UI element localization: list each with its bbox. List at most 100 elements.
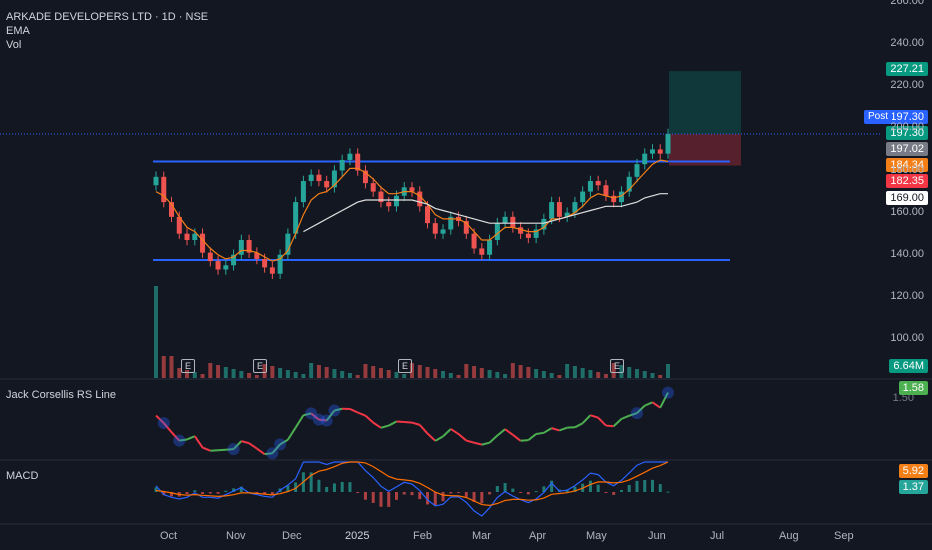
- earnings-marker[interactable]: E: [253, 359, 267, 373]
- price-tick-label: 220.00: [890, 79, 924, 92]
- candle-body: [580, 191, 586, 203]
- macd-histogram-bar: [325, 486, 329, 492]
- vol-indicator-label[interactable]: Vol: [6, 39, 22, 51]
- time-tick-label: Dec: [282, 530, 302, 542]
- volume-bar: [541, 371, 546, 378]
- ema-slow-line: [303, 193, 668, 233]
- candle-body: [184, 233, 190, 241]
- volume-bar: [355, 375, 360, 378]
- rs-line-segment: [512, 434, 522, 442]
- volume-bar: [472, 366, 477, 378]
- time-tick-label: Nov: [226, 530, 246, 542]
- macd-histogram-bar: [612, 492, 616, 495]
- candle-body: [487, 240, 493, 255]
- macd-histogram-bar: [410, 492, 414, 496]
- volume-bar: [611, 363, 616, 378]
- macd-histogram-bar: [340, 481, 344, 492]
- candle-body: [215, 261, 221, 270]
- rs-line-segment: [535, 431, 545, 435]
- macd-histogram-bar: [232, 488, 236, 492]
- rs-high-marker: [320, 414, 333, 427]
- symbol-title[interactable]: ARKADE DEVELOPERS LTD · 1D · NSE: [6, 11, 209, 23]
- macd-histogram-bar: [449, 492, 453, 494]
- candle-body: [153, 176, 159, 186]
- candle-body: [549, 202, 555, 219]
- macd-histogram-bar: [332, 483, 336, 492]
- price-tick-label: 160.00: [890, 205, 924, 218]
- time-tick-label: 2025: [345, 530, 370, 542]
- volume-bar: [316, 365, 321, 378]
- candle-body: [510, 216, 516, 228]
- rs-high-marker: [630, 407, 643, 420]
- rs-high-marker: [227, 443, 240, 456]
- rs-line-segment: [179, 438, 188, 442]
- macd-histogram-bar: [604, 492, 608, 493]
- price-tick-label: 100.00: [890, 332, 924, 344]
- volume-bar: [588, 370, 593, 378]
- rs-line-segment: [349, 408, 359, 414]
- rs-line-segment: [264, 452, 273, 456]
- rs-line-segment: [605, 424, 614, 428]
- price-tick-label: 180.00: [890, 163, 924, 176]
- volume-bar: [192, 372, 197, 378]
- volume-bar: [534, 369, 539, 378]
- ema-fast-line: [155, 159, 669, 262]
- rs-line-segment: [162, 422, 173, 433]
- volume-bar: [177, 368, 182, 378]
- macd-pane-label[interactable]: MACD: [6, 470, 39, 482]
- candle-body: [246, 240, 252, 253]
- rs-line-segment: [372, 421, 382, 429]
- ema-indicator-label[interactable]: EMA: [6, 25, 30, 37]
- earnings-marker[interactable]: E: [610, 359, 624, 373]
- macd-histogram-bar: [480, 492, 484, 504]
- time-tick-label: Aug: [779, 530, 799, 542]
- price-tick-label: 140.00: [890, 247, 924, 260]
- volume-bar: [378, 368, 383, 378]
- rs-line-segment: [279, 438, 289, 446]
- time-tick-label: Sep: [834, 530, 854, 542]
- price-badge: 169.00: [886, 191, 928, 205]
- rs-pane: [155, 386, 674, 460]
- rs-line-segment: [404, 420, 413, 424]
- rs-high-marker: [312, 413, 325, 426]
- earnings-marker[interactable]: E: [181, 359, 195, 373]
- price-tick-label: 200.00: [890, 121, 924, 134]
- candle-body: [262, 258, 268, 268]
- macd-histogram-bar: [224, 490, 228, 492]
- candle-body: [393, 195, 399, 207]
- volume-bar: [347, 373, 352, 378]
- candle-body: [355, 153, 361, 171]
- rs-line-segment: [411, 421, 421, 426]
- rs-high-marker: [328, 404, 341, 417]
- macd-histogram-bar: [387, 492, 391, 507]
- volume-bar: [301, 374, 306, 378]
- rs-pane-label[interactable]: Jack Corsellis RS Line: [6, 389, 117, 401]
- candle-body: [518, 227, 524, 234]
- volume-bar: [518, 365, 523, 378]
- earnings-marker[interactable]: E: [398, 359, 412, 373]
- price-pane: [0, 71, 880, 279]
- macd-histogram-bar: [286, 485, 290, 492]
- volume-bar: [293, 372, 298, 378]
- candle-body: [595, 181, 601, 186]
- candle-body: [665, 134, 671, 154]
- candle-body: [207, 252, 213, 262]
- candle-body: [564, 212, 570, 217]
- volume-bar: [627, 367, 632, 378]
- rs-line-segment: [310, 412, 320, 421]
- time-tick-label: Jul: [710, 530, 725, 542]
- volume-bar: [161, 356, 166, 378]
- candle-body: [432, 223, 438, 234]
- candle-body: [463, 221, 469, 234]
- rs-line-segment: [590, 414, 599, 419]
- macd-histogram-bar: [394, 492, 398, 500]
- rs-line-segment: [396, 420, 405, 423]
- candle-body: [223, 265, 229, 270]
- macd-histogram-bar: [201, 492, 205, 495]
- rs-line-segment: [380, 424, 390, 429]
- candle-body: [176, 216, 182, 234]
- macd-histogram-bar: [596, 484, 600, 492]
- rs-line-segment: [659, 392, 669, 409]
- candle-body: [541, 218, 547, 230]
